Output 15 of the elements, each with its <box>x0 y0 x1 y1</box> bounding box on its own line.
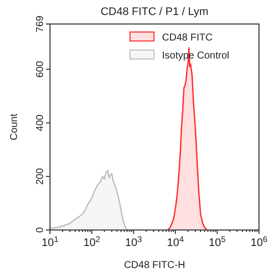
y-tick-label: 0 <box>35 226 46 233</box>
y-tick-label: 769 <box>35 15 46 32</box>
x-tick-label: 10$^{4}$ <box>166 234 184 249</box>
y-axis-title: Count <box>9 113 20 140</box>
x-tick-label: 10$^{3}$ <box>125 234 142 249</box>
x-axis-title: CD48 FITC-H <box>124 260 186 271</box>
chart-title: CD48 FITC / P1 / Lym <box>100 6 208 18</box>
y-tick-label: 600 <box>35 60 46 78</box>
legend-label: CD48 FITC <box>162 32 213 44</box>
y-tick-label: 200 <box>35 168 46 185</box>
y-tick-label: 400 <box>35 114 46 132</box>
x-tick-label: 10$^{2}$ <box>83 234 101 249</box>
x-tick-label: 10$^{6}$ <box>250 234 268 249</box>
x-tick-label: 10$^{1}$ <box>42 234 59 249</box>
x-tick-label: 10$^{5}$ <box>208 234 226 249</box>
